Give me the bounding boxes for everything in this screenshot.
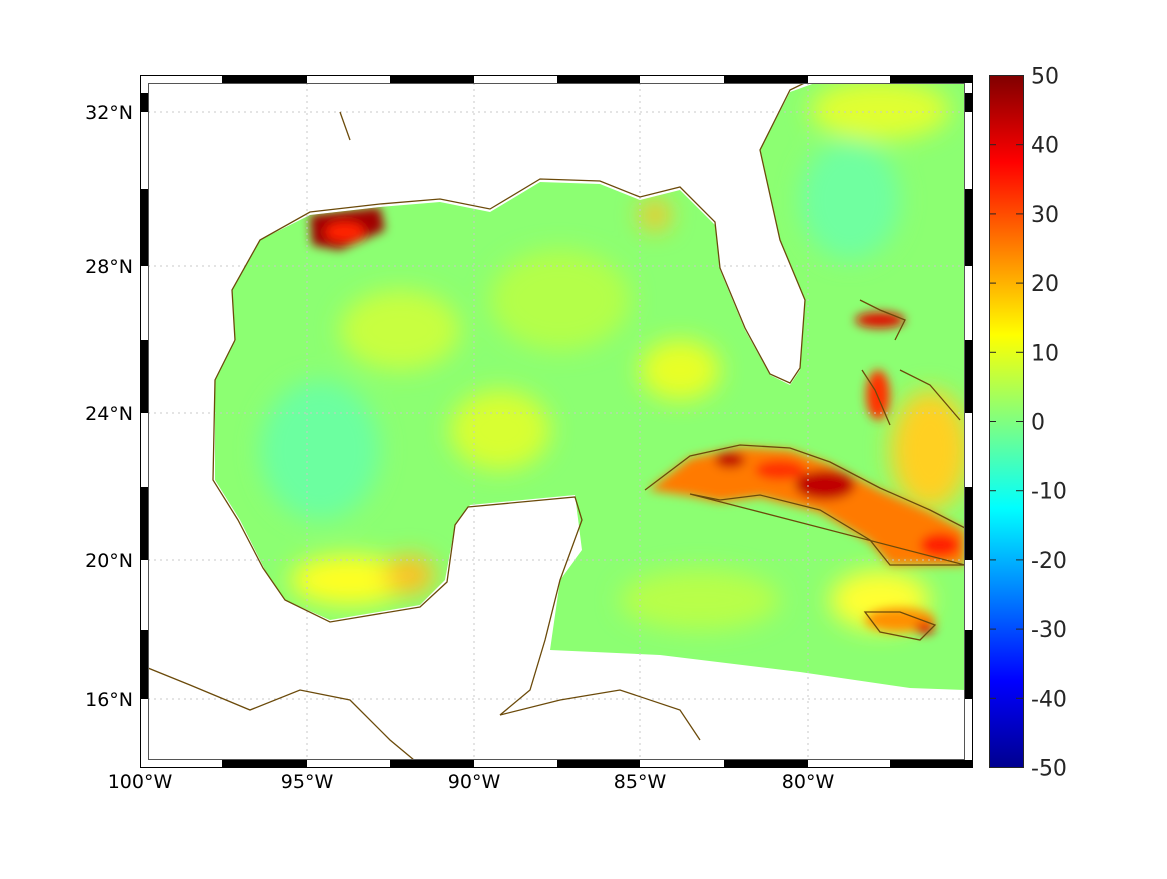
colorbar-tick-label: 10 <box>1031 341 1059 366</box>
lat-label: 16°N <box>85 689 133 711</box>
colorbar-tick-label: 40 <box>1031 134 1059 159</box>
colorbar-tick-label: -50 <box>1031 757 1067 782</box>
colorbar-tick-label: -20 <box>1031 549 1067 574</box>
coastlines <box>148 83 965 760</box>
lon-label: 100°W <box>108 771 173 793</box>
lat-label: 32°N <box>85 102 133 124</box>
colorbar-tick-label: -10 <box>1031 480 1067 505</box>
colorbar-tick-label: -40 <box>1031 687 1067 712</box>
map-frame <box>140 75 973 768</box>
lat-label: 20°N <box>85 550 133 572</box>
colorbar-tick-label: 30 <box>1031 203 1059 228</box>
data-field <box>215 83 965 690</box>
lon-label: 90°W <box>448 771 501 793</box>
colorbar-tick-label: 0 <box>1031 411 1045 436</box>
colorbar: 50 40 30 20 10 0 -10 -20 -30 -40 -50 <box>989 65 1067 782</box>
colorbar-tick-label: 20 <box>1031 272 1059 297</box>
lon-label: 80°W <box>782 771 835 793</box>
latitude-labels: 32°N 28°N 24°N 20°N 16°N <box>85 102 133 711</box>
longitude-labels: 100°W 95°W 90°W 85°W 80°W <box>108 771 835 793</box>
lat-label: 24°N <box>85 403 133 425</box>
lon-label: 95°W <box>281 771 334 793</box>
colorbar-tick-label: 50 <box>1031 65 1059 90</box>
gridlines <box>148 83 965 760</box>
lon-label: 85°W <box>614 771 667 793</box>
lat-label: 28°N <box>85 256 133 278</box>
colorbar-tick-label: -30 <box>1031 618 1067 643</box>
